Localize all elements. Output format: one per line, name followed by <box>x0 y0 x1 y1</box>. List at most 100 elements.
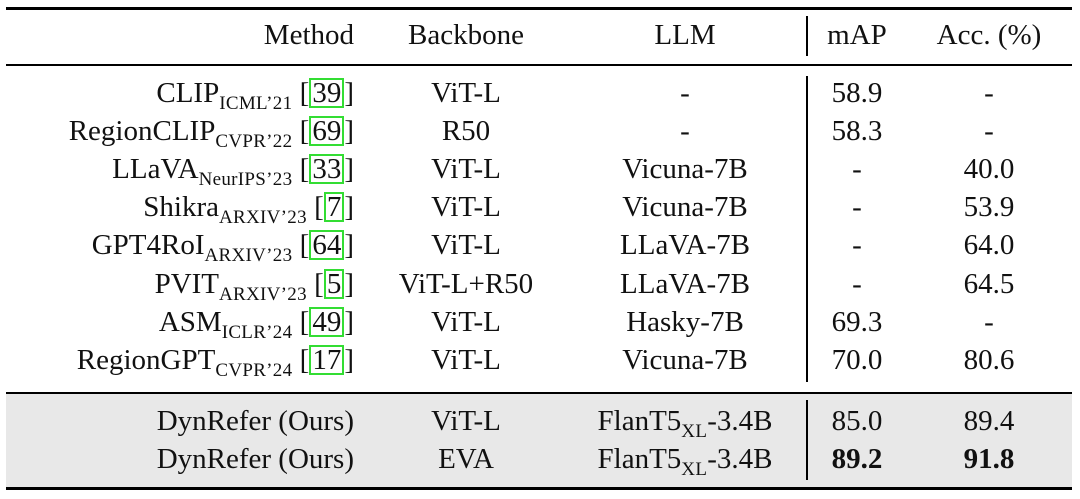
method-cell: DynRefer (Ours) <box>156 405 354 437</box>
citation-link: 69 <box>309 116 345 147</box>
acc-cell: 89.4 <box>963 405 1015 437</box>
acc-cell: 53.9 <box>963 191 1015 224</box>
header-row: Method Backbone LLM mAP Acc. (%) <box>0 16 1080 54</box>
method-cell: GPT4RoIARXIV’23 [64] <box>91 229 354 267</box>
llm-sub: XL <box>681 421 708 442</box>
map-cell: 58.3 <box>831 115 883 148</box>
header-rule <box>6 64 1072 66</box>
table-row: LLaVANeurIPS’23 [33] ViT-L Vicuna-7B - 40.0 <box>0 150 1080 191</box>
acc-cell: 64.0 <box>963 229 1015 262</box>
method-venue: CVPR’24 <box>215 359 293 381</box>
citation-link: 33 <box>309 154 345 185</box>
citation-link: 39 <box>309 78 345 108</box>
acc-cell: - <box>984 77 994 109</box>
llm-cell: Vicuna-7B <box>622 191 748 224</box>
ours-row: DynRefer (Ours) EVA FlanT5XL-3.4B 89.2 91.8 <box>0 440 1080 480</box>
method-venue: ARXIV’23 <box>219 283 307 305</box>
llm-cell: - <box>680 77 690 109</box>
table-row: RegionGPTCVPR’24 [17] ViT-L Vicuna-7B 70.0 8… <box>0 341 1080 381</box>
ours-highlight <box>6 394 1072 487</box>
table-row: GPT4RoIARXIV’23 [64] ViT-L LLaVA-7B - 64.0 <box>0 226 1080 267</box>
citation-link: 7 <box>323 192 345 223</box>
backbone-cell: ViT-L <box>431 77 501 109</box>
llm-sub: XL <box>681 459 708 480</box>
table-row: CLIPICML’21 [39] ViT-L - 58.9 - <box>0 74 1080 114</box>
acc-cell: - <box>984 305 994 338</box>
acc-cell: 80.6 <box>963 343 1015 376</box>
llm-cell: FlanT5XL-3.4B <box>570 402 800 442</box>
acc-cell: 91.8 <box>963 443 1015 475</box>
map-cell: - <box>852 229 862 262</box>
map-cell: - <box>852 191 862 224</box>
map-cell: 85.0 <box>831 405 883 437</box>
map-cell: 89.2 <box>831 443 883 475</box>
method-cell: LLaVANeurIPS’23 [33] <box>112 153 354 191</box>
backbone-cell: EVA <box>438 443 494 475</box>
backbone-cell: ViT-L <box>431 343 501 376</box>
acc-cell: 40.0 <box>963 153 1015 186</box>
backbone-cell: ViT-L <box>431 405 501 437</box>
method-name: RegionCLIP <box>68 115 216 148</box>
llm-base: FlanT5 <box>597 443 682 475</box>
header-llm: LLM <box>654 19 716 51</box>
bottom-rule <box>6 487 1072 490</box>
method-name: ASM <box>158 305 222 338</box>
header-separator <box>806 16 808 56</box>
llm-cell: FlanT5XL-3.4B <box>570 440 800 480</box>
top-rule <box>6 7 1072 10</box>
method-name: PVIT <box>154 267 220 300</box>
header-method: Method <box>263 19 354 51</box>
backbone-cell: R50 <box>441 115 491 148</box>
map-cell: 58.9 <box>831 77 883 109</box>
method-cell: PVITARXIV’23 [5] <box>154 267 354 305</box>
ours-separator <box>806 400 808 480</box>
table-row: PVITARXIV’23 [5] ViT-L+R50 LLaVA-7B - 64.5 <box>0 265 1080 305</box>
table-row: ASMICLR’24 [49] ViT-L Hasky-7B 69.3 - <box>0 303 1080 343</box>
header-map: mAP <box>827 19 887 51</box>
map-cell: - <box>852 153 862 186</box>
backbone-cell: ViT-L <box>431 153 501 186</box>
table-row: ShikraARXIV’23 [7] ViT-L Vicuna-7B - 53.9 <box>0 188 1080 229</box>
method-cell: RegionCLIPCVPR’22 [69] <box>68 115 354 153</box>
header-acc: Acc. (%) <box>936 19 1042 51</box>
backbone-cell: ViT-L <box>431 305 501 338</box>
acc-cell: 64.5 <box>963 267 1015 300</box>
method-venue: CVPR’22 <box>215 131 293 153</box>
method-cell: ASMICLR’24 [49] <box>158 305 354 343</box>
llm-suffix: -3.4B <box>707 443 773 475</box>
llm-suffix: -3.4B <box>707 405 773 437</box>
llm-cell: LLaVA-7B <box>620 267 750 300</box>
citation-link: 5 <box>323 268 345 299</box>
method-name: GPT4RoI <box>91 229 205 262</box>
llm-cell: Vicuna-7B <box>622 153 748 186</box>
citation-link: 49 <box>309 306 345 337</box>
llm-cell: Hasky-7B <box>626 305 744 338</box>
map-cell: 70.0 <box>831 343 883 376</box>
ours-rule <box>6 392 1072 394</box>
citation-link: 64 <box>309 230 345 261</box>
citation-link: 17 <box>309 344 345 375</box>
method-name: Shikra <box>143 191 220 224</box>
llm-base: FlanT5 <box>597 405 682 437</box>
method-venue: ICLR’24 <box>221 321 293 343</box>
llm-cell: - <box>680 115 690 148</box>
method-venue: ARXIV’23 <box>219 207 307 229</box>
backbone-cell: ViT-L <box>431 229 501 262</box>
llm-cell: LLaVA-7B <box>620 229 750 262</box>
table-row: RegionCLIPCVPR’22 [69] R50 - 58.3 - <box>0 112 1080 153</box>
method-venue: ARXIV’23 <box>204 245 293 267</box>
backbone-cell: ViT-L+R50 <box>398 267 534 300</box>
map-cell: - <box>852 267 862 300</box>
backbone-cell: ViT-L <box>431 191 501 224</box>
acc-cell: - <box>984 115 994 148</box>
method-name: RegionGPT <box>76 343 216 376</box>
ours-row: DynRefer (Ours) ViT-L FlanT5XL-3.4B 85.0 89.… <box>0 402 1080 442</box>
method-venue: NeurIPS’23 <box>198 169 293 191</box>
method-name: CLIP <box>156 77 220 109</box>
llm-cell: Vicuna-7B <box>622 343 748 376</box>
method-cell: CLIPICML’21 [39] <box>156 77 354 114</box>
map-cell: 69.3 <box>831 305 883 338</box>
method-cell: DynRefer (Ours) <box>156 443 354 475</box>
method-cell: ShikraARXIV’23 [7] <box>143 191 354 229</box>
